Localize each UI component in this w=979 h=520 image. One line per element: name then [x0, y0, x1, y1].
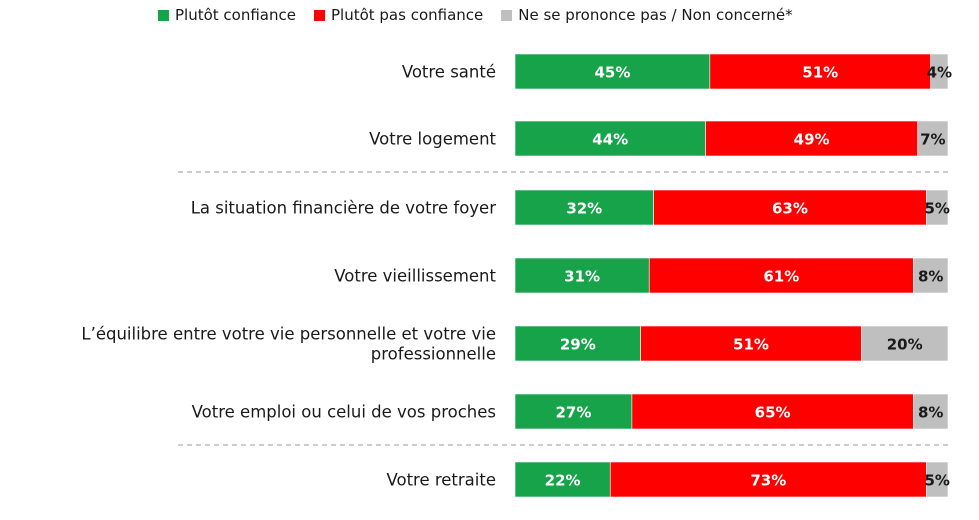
category-label: Votre logement — [369, 130, 496, 149]
data-label: 45% — [594, 64, 630, 82]
bar-segment — [653, 189, 927, 226]
data-label: 29% — [560, 336, 596, 354]
data-label: 8% — [918, 404, 943, 422]
category-label: Votre santé — [402, 63, 496, 82]
legend-label-confiance: Plutôt confiance — [175, 6, 296, 24]
data-label: 4% — [927, 64, 952, 82]
data-label: 63% — [772, 200, 808, 218]
bar-segment — [926, 461, 949, 498]
legend-item-confiance: Plutôt confiance — [158, 6, 296, 24]
bar-segment — [514, 189, 654, 226]
data-label: 73% — [750, 472, 786, 490]
bar-segment — [917, 120, 949, 157]
bar-segment — [514, 53, 711, 90]
bar-segment — [514, 461, 611, 498]
data-label: 7% — [920, 131, 945, 149]
bar-segment — [861, 325, 949, 362]
data-label: 32% — [566, 200, 602, 218]
bar-segment — [514, 120, 706, 157]
data-label: 20% — [887, 336, 923, 354]
category-label-line: Votre santé — [402, 63, 496, 82]
bar-segment — [913, 257, 949, 294]
legend-swatch-pas-confiance — [313, 9, 325, 21]
category-label-line: L’équilibre entre votre vie personnelle … — [81, 325, 496, 344]
data-label: 5% — [924, 472, 949, 490]
legend-label-pas-confiance: Plutôt pas confiance — [330, 6, 484, 24]
data-label: 44% — [592, 131, 628, 149]
bar-segment — [514, 257, 650, 294]
data-label: 49% — [794, 131, 830, 149]
data-label: 27% — [556, 404, 592, 422]
legend-swatch-confiance — [158, 9, 169, 21]
category-label-line: La situation financière de votre foyer — [191, 199, 496, 218]
category-label: Votre retraite — [386, 471, 496, 490]
bar-segment — [705, 120, 918, 157]
data-label: 8% — [918, 268, 943, 286]
bar-segment — [609, 461, 927, 498]
bar-segment — [640, 325, 862, 362]
category-label-line: Votre vieillissement — [334, 267, 496, 286]
data-label: 51% — [802, 64, 838, 82]
data-label: 61% — [763, 268, 799, 286]
legend-item-ne-se-prononce-pas: Ne se prononce pas / Non concerné* — [501, 6, 793, 24]
bar-segment — [709, 53, 931, 90]
bar-segment — [926, 189, 949, 226]
data-label: 65% — [755, 404, 791, 422]
data-label: 22% — [545, 472, 581, 490]
data-label: 5% — [924, 200, 949, 218]
category-label-line: professionnelle — [371, 345, 496, 364]
bar-segment — [631, 393, 914, 430]
category-label-line: Votre logement — [369, 130, 496, 149]
category-label: Votre vieillissement — [334, 267, 496, 286]
legend-item-pas-confiance: Plutôt pas confiance — [313, 6, 484, 24]
bar-segment — [913, 393, 949, 430]
bar-segment — [648, 257, 914, 294]
category-label-line: Votre emploi ou celui de vos proches — [192, 403, 496, 422]
category-label: La situation financière de votre foyer — [191, 199, 496, 218]
data-label: 51% — [733, 336, 769, 354]
legend-label-ne-se-prononce-pas: Ne se prononce pas / Non concerné* — [518, 6, 793, 24]
category-label: L’équilibre entre votre vie personnelle … — [81, 325, 496, 364]
bar-segment — [930, 53, 949, 90]
bar-segment — [514, 393, 633, 430]
category-label-line: Votre retraite — [386, 471, 496, 490]
chart-legend: Plutôt confiance Plutôt pas confiance Ne… — [158, 6, 793, 24]
data-label: 31% — [564, 268, 600, 286]
category-label: Votre emploi ou celui de vos proches — [192, 403, 496, 422]
legend-swatch-ne-se-prononce-pas — [501, 9, 513, 21]
